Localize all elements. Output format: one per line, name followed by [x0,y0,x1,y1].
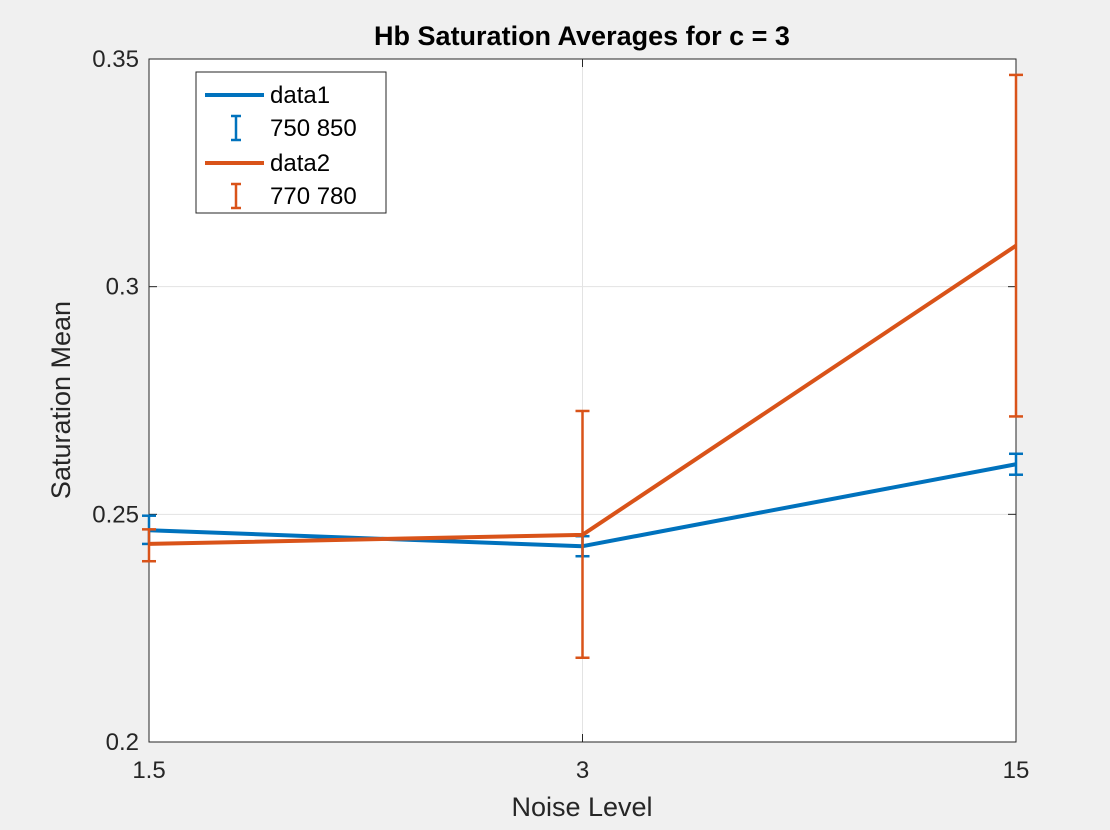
legend: data1 750 850 data2 770 780 [195,71,387,214]
y-tick-label: 0.2 [106,729,139,756]
legend-entries: data1 750 850 data2 770 780 [205,82,357,210]
chart-title: Hb Saturation Averages for c = 3 [374,21,790,51]
y-tick-label: 0.25 [92,501,139,528]
x-tick-label: 3 [576,757,589,784]
legend-label: data1 [270,82,330,109]
error-bar [1009,73,1023,418]
legend-errorbar-label: 770 780 [270,183,357,210]
ticks: 1.5 3 15 0.2 0.25 0.3 0.35 [92,46,1029,784]
error-bar [575,409,590,660]
x-tick-label: 15 [1003,757,1030,784]
error-bar [142,528,156,563]
error-bar [1009,452,1023,476]
y-tick-label: 0.3 [106,274,139,301]
series-layer [142,73,1023,660]
y-axis-label: Saturation Mean [46,301,76,499]
legend-errorbar-label: 750 850 [270,115,357,142]
series-data2 [142,73,1023,660]
x-axis-label: Noise Level [511,792,652,822]
legend-label: data2 [270,150,330,177]
y-tick-label: 0.35 [92,46,139,73]
x-tick-label: 1.5 [132,757,165,784]
